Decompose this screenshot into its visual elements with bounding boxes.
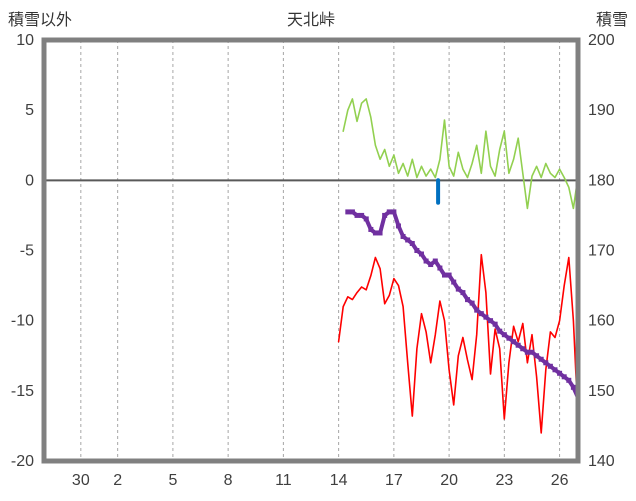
purple-series-marker <box>451 279 457 285</box>
x-axis-tick-label: 17 <box>385 472 403 489</box>
purple-series-marker <box>423 258 429 264</box>
purple-series-marker <box>382 212 388 218</box>
purple-series-marker <box>469 300 475 306</box>
purple-series-marker <box>488 318 494 324</box>
purple-series-marker <box>497 328 503 334</box>
purple-series-marker <box>409 240 415 246</box>
left-axis-tick-label: 0 <box>25 172 34 189</box>
left-axis-title: 積雪以外 <box>8 12 73 29</box>
purple-series-marker <box>446 272 452 278</box>
right-axis-tick-label: 200 <box>588 32 615 49</box>
left-axis-tick-label: -15 <box>11 383 34 400</box>
chart-title: 天北峠 <box>286 12 335 29</box>
right-axis-tick-label: 170 <box>588 243 615 260</box>
purple-series-marker <box>368 226 374 232</box>
purple-series-marker <box>363 216 369 222</box>
x-axis-tick-label: 30 <box>72 472 90 489</box>
right-axis-tick-label: 140 <box>588 453 615 470</box>
right-axis-tick-label: 180 <box>588 172 615 189</box>
purple-series-marker <box>442 272 447 278</box>
purple-series-marker <box>405 237 411 243</box>
purple-series-marker <box>474 307 480 313</box>
left-axis-tick-label: -5 <box>20 243 34 260</box>
x-axis-tick-label: 26 <box>551 472 569 489</box>
x-axis-tick-label: 5 <box>168 472 177 489</box>
purple-series-marker <box>561 374 567 380</box>
right-axis-tick-label: 190 <box>588 102 615 119</box>
purple-series-marker <box>386 209 392 215</box>
purple-series-marker <box>359 212 365 218</box>
purple-series-marker <box>414 248 420 253</box>
purple-series-marker <box>529 349 535 355</box>
left-axis-tick-label: -10 <box>11 313 34 330</box>
purple-series-marker <box>547 363 553 369</box>
purple-series <box>345 209 580 400</box>
left-axis-tick-label: 5 <box>25 102 34 119</box>
purple-series-marker <box>552 367 558 373</box>
purple-series-marker <box>460 290 466 296</box>
purple-series-marker <box>465 297 471 303</box>
x-axis-tick-label: 23 <box>495 472 513 489</box>
x-axis-tick-label: 11 <box>275 472 292 489</box>
purple-series-marker <box>557 370 563 376</box>
purple-series-marker <box>478 311 484 317</box>
purple-series-marker <box>520 346 526 352</box>
purple-series-marker <box>345 209 351 215</box>
purple-series-marker <box>418 251 424 257</box>
purple-series-marker <box>400 233 406 239</box>
purple-series-marker <box>432 258 438 264</box>
purple-series-marker <box>395 223 401 229</box>
red-series <box>337 253 579 434</box>
purple-series-marker <box>428 262 434 268</box>
purple-series-marker <box>534 353 540 359</box>
purple-series-marker <box>391 209 397 215</box>
purple-series-marker <box>538 356 544 362</box>
purple-series-marker <box>506 335 512 341</box>
purple-series-marker <box>372 230 378 236</box>
left-axis-tick-label: 10 <box>16 32 34 49</box>
purple-series-marker <box>354 212 360 218</box>
purple-series-marker <box>511 339 517 345</box>
purple-series-marker <box>349 209 355 215</box>
right-axis-title: 積雪 <box>595 12 628 29</box>
purple-series-marker <box>455 286 461 292</box>
x-axis-tick-label: 8 <box>224 472 233 489</box>
purple-series-marker <box>483 314 489 320</box>
x-axis-tick-label: 14 <box>330 472 348 489</box>
right-axis-tick-label: 160 <box>588 313 615 330</box>
purple-series-marker <box>515 342 521 348</box>
purple-series-marker <box>501 332 507 338</box>
purple-series-marker <box>543 360 549 366</box>
purple-series-marker <box>377 230 383 236</box>
green-series <box>342 98 579 210</box>
purple-series-marker <box>492 321 498 327</box>
purple-series-marker <box>437 265 443 271</box>
purple-series-marker <box>566 377 572 383</box>
plot-border <box>41 37 581 464</box>
right-axis-tick-label: 150 <box>588 383 615 400</box>
purple-series-marker <box>524 349 530 355</box>
left-axis-tick-label: -20 <box>11 453 34 470</box>
purple-series-marker <box>570 384 576 390</box>
x-axis-tick-label: 20 <box>440 472 458 489</box>
x-axis-tick-label: 2 <box>113 472 122 489</box>
